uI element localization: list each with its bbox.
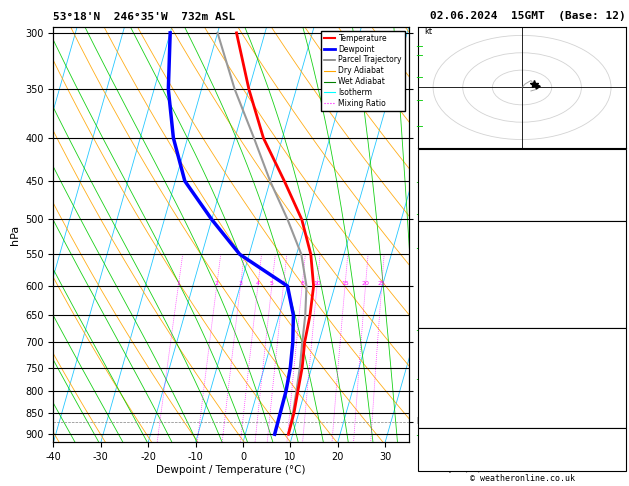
Text: Mixing Ratio (g/kg): Mixing Ratio (g/kg) bbox=[458, 242, 467, 327]
Text: kt: kt bbox=[424, 27, 432, 35]
Text: 20: 20 bbox=[362, 281, 369, 286]
Text: ─: ─ bbox=[416, 244, 422, 255]
Text: 0: 0 bbox=[615, 300, 621, 310]
Text: © weatheronline.co.uk: © weatheronline.co.uk bbox=[470, 474, 574, 483]
Text: Totals Totals: Totals Totals bbox=[423, 180, 482, 190]
Text: CAPE (J): CAPE (J) bbox=[423, 300, 462, 310]
Text: K: K bbox=[423, 156, 430, 166]
Text: 10: 10 bbox=[313, 281, 321, 286]
Text: 6.2: 6.2 bbox=[606, 253, 621, 263]
Text: LCL: LCL bbox=[416, 417, 430, 426]
Text: ─: ─ bbox=[416, 326, 422, 336]
Text: 313°: 313° bbox=[598, 455, 621, 465]
Text: 15: 15 bbox=[341, 281, 349, 286]
Text: CIN (J): CIN (J) bbox=[423, 315, 454, 325]
Text: ─: ─ bbox=[416, 178, 422, 188]
Text: ─: ─ bbox=[416, 431, 422, 441]
Text: Most Unstable: Most Unstable bbox=[482, 331, 562, 341]
Text: 51: 51 bbox=[608, 180, 621, 190]
Text: 307: 307 bbox=[603, 269, 621, 278]
Text: 25: 25 bbox=[378, 281, 386, 286]
Text: θₑ(K): θₑ(K) bbox=[423, 269, 447, 278]
Text: Temp (°C): Temp (°C) bbox=[423, 238, 472, 247]
Legend: Temperature, Dewpoint, Parcel Trajectory, Dry Adiabat, Wet Adiabat, Isotherm, Mi: Temperature, Dewpoint, Parcel Trajectory… bbox=[321, 31, 405, 111]
Text: 30: 30 bbox=[609, 156, 621, 166]
Text: 4: 4 bbox=[256, 281, 260, 286]
Text: 8: 8 bbox=[300, 281, 304, 286]
Text: 0: 0 bbox=[615, 439, 621, 449]
Text: Lifted Index: Lifted Index bbox=[423, 284, 481, 294]
Text: 53°18'N  246°35'W  732m ASL: 53°18'N 246°35'W 732m ASL bbox=[53, 12, 236, 22]
Text: 6: 6 bbox=[281, 281, 286, 286]
Text: PW (cm): PW (cm) bbox=[423, 204, 465, 214]
Text: 5: 5 bbox=[270, 281, 274, 286]
Text: 1: 1 bbox=[615, 397, 621, 407]
Text: 1.6: 1.6 bbox=[606, 204, 621, 214]
Text: ─: ─ bbox=[416, 375, 422, 385]
Text: ─: ─ bbox=[416, 42, 422, 52]
Text: StmSpd (kt): StmSpd (kt) bbox=[423, 463, 482, 472]
Text: ─: ─ bbox=[416, 73, 422, 83]
Text: 1: 1 bbox=[176, 281, 181, 286]
Text: StmDir: StmDir bbox=[423, 455, 457, 465]
Text: ─: ─ bbox=[416, 209, 422, 220]
Text: 6: 6 bbox=[615, 463, 621, 472]
Text: 3: 3 bbox=[615, 380, 621, 390]
Text: Hodograph: Hodograph bbox=[492, 431, 552, 441]
Text: 9.1: 9.1 bbox=[606, 238, 621, 247]
Text: ─: ─ bbox=[416, 51, 422, 61]
Text: 4: 4 bbox=[615, 284, 621, 294]
Text: 1: 1 bbox=[615, 414, 621, 424]
Text: Lifted Index: Lifted Index bbox=[423, 380, 481, 390]
Text: ─: ─ bbox=[416, 122, 422, 132]
Text: 750: 750 bbox=[602, 345, 621, 355]
Y-axis label: km
ASL: km ASL bbox=[425, 226, 447, 243]
Text: 0: 0 bbox=[615, 315, 621, 325]
Y-axis label: hPa: hPa bbox=[9, 225, 19, 244]
Text: EH: EH bbox=[423, 439, 437, 449]
Text: 2: 2 bbox=[214, 281, 219, 286]
Text: Pressure (mb): Pressure (mb) bbox=[423, 345, 492, 355]
Text: 3: 3 bbox=[238, 281, 242, 286]
Text: CIN (J): CIN (J) bbox=[423, 414, 454, 424]
Text: θₑ (K): θₑ (K) bbox=[423, 363, 450, 372]
Text: Dewp (°C): Dewp (°C) bbox=[423, 253, 474, 263]
X-axis label: Dewpoint / Temperature (°C): Dewpoint / Temperature (°C) bbox=[157, 465, 306, 475]
Text: CAPE (J): CAPE (J) bbox=[423, 397, 462, 407]
Text: 309: 309 bbox=[603, 363, 621, 372]
Text: Surface: Surface bbox=[501, 224, 543, 234]
Text: -8: -8 bbox=[611, 447, 621, 457]
Text: ─: ─ bbox=[416, 96, 422, 106]
Text: SREH: SREH bbox=[423, 447, 450, 457]
Text: 02.06.2024  15GMT  (Base: 12): 02.06.2024 15GMT (Base: 12) bbox=[430, 11, 626, 21]
